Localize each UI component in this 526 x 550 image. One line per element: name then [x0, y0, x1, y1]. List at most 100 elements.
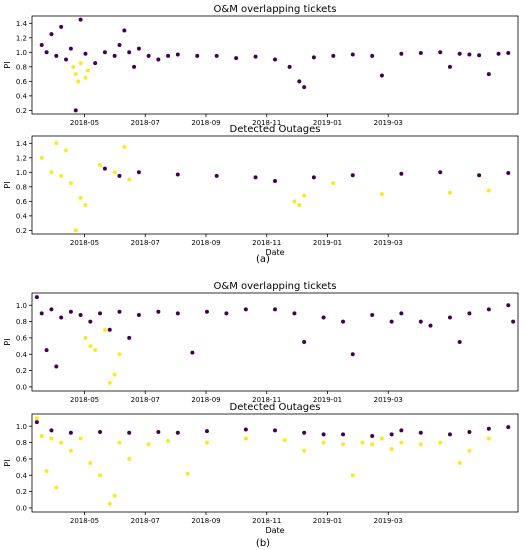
data-point [467, 429, 472, 434]
data-point [49, 428, 54, 433]
series-1 [39, 141, 491, 233]
data-point [107, 501, 112, 506]
data-point [311, 175, 316, 180]
data-point [59, 173, 64, 178]
x-tick-label: 2019-03 [374, 239, 403, 247]
y-tick-label: 1.4 [16, 20, 28, 28]
data-point [112, 372, 117, 377]
data-point [243, 307, 248, 312]
data-point [49, 170, 54, 175]
x-tick-label: 2019-01 [313, 239, 342, 247]
data-point [136, 170, 141, 175]
data-point [78, 195, 83, 200]
data-point [83, 51, 88, 56]
data-point [98, 473, 103, 478]
data-point [292, 311, 297, 316]
data-point [39, 43, 44, 48]
data-point [438, 50, 443, 55]
data-point [496, 51, 501, 56]
chart-title: Detected Outages [230, 124, 321, 135]
data-point [399, 440, 404, 445]
data-point [117, 173, 122, 178]
data-point [379, 192, 384, 197]
y-tick-label: 0.4 [16, 212, 28, 220]
series-1 [34, 416, 491, 506]
data-point [127, 177, 132, 182]
x-tick-label: 2018-05 [70, 119, 99, 127]
data-point [136, 313, 141, 318]
data-point [428, 323, 433, 328]
data-point [39, 311, 44, 316]
data-point [486, 426, 491, 431]
plot-frame [31, 135, 519, 235]
data-point [341, 432, 346, 437]
x-tick-label: 2018-11 [252, 396, 281, 404]
data-point [447, 64, 452, 69]
data-point [39, 155, 44, 160]
data-point [83, 75, 88, 80]
data-point [321, 432, 326, 437]
data-point [457, 340, 462, 344]
y-tick-label: 0.0 [16, 383, 27, 391]
y-axis-label: PI [3, 459, 12, 466]
data-point [204, 309, 209, 314]
series-0 [34, 295, 516, 369]
plot-frame [31, 15, 519, 115]
y-axis-label: PI [3, 61, 12, 68]
data-point [122, 144, 127, 149]
series-0 [34, 420, 511, 439]
data-point [132, 64, 137, 69]
data-point [370, 53, 375, 58]
data-point [102, 50, 107, 55]
data-point [350, 52, 355, 57]
data-point [457, 51, 462, 56]
y-tick-label: 1.2 [16, 154, 27, 162]
data-point [350, 352, 355, 357]
x-tick-label: 2019-03 [374, 396, 403, 404]
x-tick-label: 2019-03 [374, 119, 403, 127]
data-point [117, 352, 122, 357]
data-point [457, 461, 462, 465]
data-point [467, 311, 472, 316]
data-point [214, 173, 219, 178]
y-tick-label: 0.2 [16, 488, 27, 496]
y-tick-label: 0.6 [16, 78, 28, 86]
data-point [302, 430, 307, 435]
data-point [486, 307, 491, 312]
data-point [370, 434, 375, 439]
x-tick-label: 2018-07 [131, 119, 160, 127]
y-tick-label: 0.8 [16, 63, 27, 71]
data-point [273, 307, 277, 312]
data-point [166, 438, 171, 443]
data-point [122, 28, 127, 33]
data-point [44, 348, 49, 353]
data-point [506, 171, 511, 176]
data-point [438, 440, 443, 445]
data-point [224, 311, 229, 316]
data-point [379, 73, 384, 78]
data-point [506, 303, 511, 308]
data-point [204, 440, 209, 445]
data-point [399, 428, 404, 433]
x-tick-label: 2018-09 [191, 239, 220, 247]
data-point [253, 175, 258, 180]
y-tick-label: 0.6 [16, 334, 28, 342]
data-point [54, 141, 59, 146]
data-point [64, 57, 69, 62]
data-point [146, 53, 151, 58]
data-point [175, 430, 180, 435]
y-tick-label: 0.2 [16, 227, 27, 235]
x-tick-label: 2019-03 [374, 517, 403, 525]
data-point [379, 436, 384, 441]
data-point [418, 319, 423, 324]
x-tick-label: 2018-07 [131, 517, 160, 525]
figure-caption: (a) [256, 254, 270, 265]
data-point [447, 315, 452, 320]
chart-3: Detected Outages PI 0.0 0.2 0.4 0.6 0.8 1.0 2018… [3, 402, 519, 535]
data-point [68, 181, 73, 186]
data-point [447, 190, 452, 195]
data-point [418, 430, 423, 435]
data-point [44, 50, 49, 55]
plot-frame [31, 292, 519, 392]
y-tick-label: 1.2 [16, 34, 27, 42]
